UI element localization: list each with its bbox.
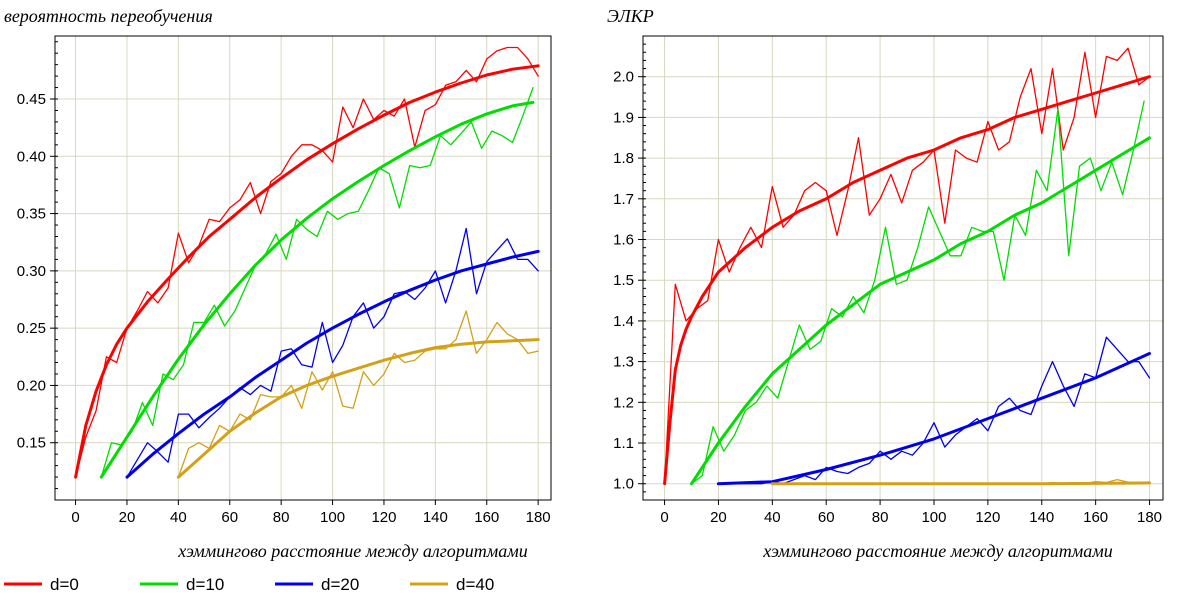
x-tick-label: 60	[818, 509, 835, 526]
plot-frame	[54, 35, 552, 501]
x-tick-label: 0	[660, 509, 668, 526]
series-d20-noisy	[126, 227, 539, 478]
legend: d=0 d=10 d=20 d=40	[4, 575, 494, 594]
x-tick-label: 80	[872, 509, 889, 526]
series-d40-smooth	[176, 338, 540, 479]
y-tick-label: 0.35	[17, 206, 46, 223]
legend-label: d=0	[50, 575, 79, 594]
legend-item-d20: d=20	[275, 575, 359, 594]
chart-elkr: ЭЛКР 0 20 40 60 80 100 120 140 160 180 1.0 1.1 1.2 1.3…	[607, 6, 1164, 561]
y-tick-label: 1.9	[613, 109, 634, 126]
series-d40-smooth	[770, 481, 1151, 486]
series-d10-smooth	[690, 136, 1151, 486]
x-tick-label: 100	[921, 509, 946, 526]
x-tick-label: 80	[273, 509, 290, 526]
x-tick-label: 40	[764, 509, 781, 526]
legend-item-d40: d=40	[410, 575, 494, 594]
y-tick-label: 1.7	[613, 191, 634, 208]
legend-label: d=40	[456, 575, 494, 594]
y-tick-label: 0.45	[17, 91, 46, 108]
x-tick-label: 120	[975, 509, 1000, 526]
x-tick-label: 140	[1029, 509, 1054, 526]
series-d20-smooth	[716, 352, 1151, 486]
y-tick-label: 1.5	[613, 272, 634, 289]
series-d20-smooth	[125, 249, 540, 479]
x-tick-label: 180	[526, 509, 551, 526]
legend-label: d=20	[321, 575, 359, 594]
chart-title: вероятность переобучения	[4, 6, 213, 26]
grid	[55, 36, 551, 500]
x-tick-label: 40	[170, 509, 187, 526]
y-tick-label: 1.2	[613, 394, 634, 411]
y-tick-label: 1.3	[613, 354, 634, 371]
grid	[643, 36, 1163, 500]
y-tick-label: 1.8	[613, 150, 634, 167]
series-d10-noisy	[100, 86, 534, 478]
y-tick-label: 2.0	[613, 69, 634, 86]
y-tick-label: 0.25	[17, 320, 46, 337]
x-tick-label: 140	[423, 509, 448, 526]
series-group	[74, 46, 540, 479]
x-tick-label: 20	[710, 509, 727, 526]
x-tick-label: 100	[320, 509, 345, 526]
series-d20-noisy	[717, 336, 1151, 485]
y-tick-label: 1.1	[613, 435, 634, 452]
series-group	[663, 47, 1151, 486]
x-tick-label: 180	[1137, 509, 1162, 526]
x-axis-label: хэммингово расстояние между алгоритмами	[762, 541, 1113, 561]
series-d0-smooth	[663, 75, 1151, 486]
legend-item-d0: d=0	[4, 575, 79, 594]
series-d0-smooth	[74, 64, 540, 479]
legend-label: d=10	[186, 575, 224, 594]
series-d0-noisy	[663, 47, 1151, 485]
series-d40-noisy	[177, 310, 539, 478]
y-tick-label: 1.6	[613, 232, 634, 249]
x-tick-label: 160	[1083, 509, 1108, 526]
legend-item-d10: d=10	[140, 575, 224, 594]
y-tick-label: 0.30	[17, 263, 46, 280]
y-tick-label: 1.4	[613, 313, 634, 330]
x-tick-label: 160	[474, 509, 499, 526]
chart-overfitting-probability: вероятность переобучения 0 20 40 60 80 100 120 1…	[4, 6, 552, 561]
series-d0-noisy	[74, 46, 539, 478]
x-tick-label: 120	[371, 509, 396, 526]
x-tick-label: 60	[221, 509, 238, 526]
chart-title: ЭЛКР	[607, 6, 654, 26]
x-axis-label: хэммингово расстояние между алгоритмами	[177, 541, 528, 561]
y-tick-label: 0.20	[17, 377, 46, 394]
y-tick-label: 1.0	[613, 476, 634, 493]
series-d10-smooth	[99, 100, 535, 479]
x-tick-label: 0	[71, 509, 79, 526]
plot-frame	[642, 35, 1164, 501]
series-d10-noisy	[690, 100, 1145, 485]
x-tick-label: 20	[119, 509, 136, 526]
y-tick-label: 0.15	[17, 435, 46, 452]
y-tick-label: 0.40	[17, 148, 46, 165]
